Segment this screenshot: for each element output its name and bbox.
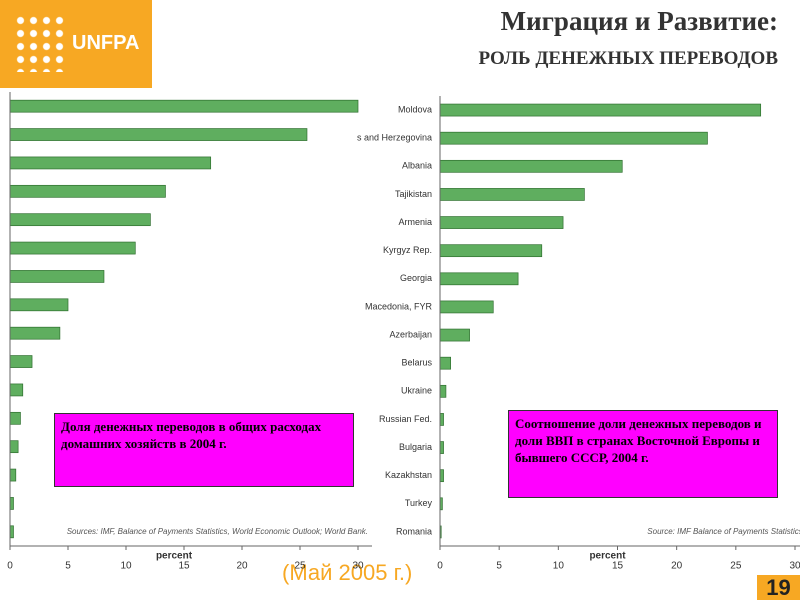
category-label: Bulgaria [399,442,432,452]
category-label: Moldova [398,104,432,114]
category-label: Kazakhstan [385,470,432,480]
category-label: Ukraine [401,386,432,396]
footer-date: (Май 2005 г.) [282,560,413,585]
bar [9,525,14,539]
category-label: Tajikistan [395,189,432,199]
x-tick-label: 10 [120,561,132,572]
bar [9,298,69,312]
bar [439,469,444,483]
bar [439,384,447,398]
x-tick-label: 15 [178,561,190,572]
category-label: Armenia [398,217,432,227]
bar [439,244,543,258]
x-tick-label: 0 [437,561,443,572]
annotation: Доля денежных переводов в общих расходах… [54,413,354,487]
logo: UNFPA [72,32,140,54]
bar [9,468,17,482]
bar [439,328,470,342]
bar [9,411,21,425]
category-label: Georgia [400,273,432,283]
x-tick-label: 0 [7,561,13,572]
category-label: Macedonia, FYR [365,301,433,311]
x-tick-label: 15 [612,561,624,572]
logo-block: UNFPA [0,0,152,88]
bar [9,440,19,454]
x-tick-label: 5 [65,561,71,572]
category-label: Albania [402,161,432,171]
category-label: Romania [396,526,432,536]
bar [439,188,585,201]
bar [9,355,33,368]
source-note: Source: IMF Balance of Payments Statisti… [647,527,800,536]
bar [439,103,762,117]
bar [9,270,105,283]
category-label: Russian Fed. [379,414,432,424]
bar [439,159,623,173]
x-tick-label: 25 [294,561,306,572]
category-label: Turkey [405,498,433,508]
x-tick-label: 20 [671,561,683,572]
category-label: Azerbaijan [389,329,432,339]
x-axis-label: percent [156,551,193,562]
logo-dots [14,14,64,72]
bar [9,497,14,510]
bar [9,326,61,340]
bar [439,356,451,370]
title: Миграция и Развитие: [500,6,778,36]
category-label: Belarus [401,358,432,368]
bar [9,128,308,141]
x-axis-label: percent [589,551,626,562]
page-number: 19 [757,575,800,600]
bar [9,99,359,113]
bar [439,300,494,314]
category-label: Kyrgyz Rep. [383,245,432,255]
bar [439,131,708,145]
x-tick-label: 5 [496,561,502,572]
annotation: Соотношение доли денежных переводов и до… [508,410,778,498]
x-tick-label: 10 [553,561,565,572]
x-tick-label: 20 [236,561,248,572]
bar [439,413,444,426]
bar [9,241,136,255]
bar [9,184,166,198]
category-label: s and Herzegovina [357,133,432,143]
x-tick-label: 30 [352,561,364,572]
bar [9,383,24,397]
bar [439,216,564,229]
bar [9,213,151,227]
bar [9,156,212,170]
bar [439,441,444,454]
x-tick-label: 30 [789,561,800,572]
bar [439,272,519,286]
source-note: Sources: IMF, Balance of Payments Statis… [67,527,368,536]
subtitle: РОЛЬ ДЕНЕЖНЫХ ПЕРЕВОДОВ [478,48,778,69]
x-tick-label: 25 [730,561,742,572]
